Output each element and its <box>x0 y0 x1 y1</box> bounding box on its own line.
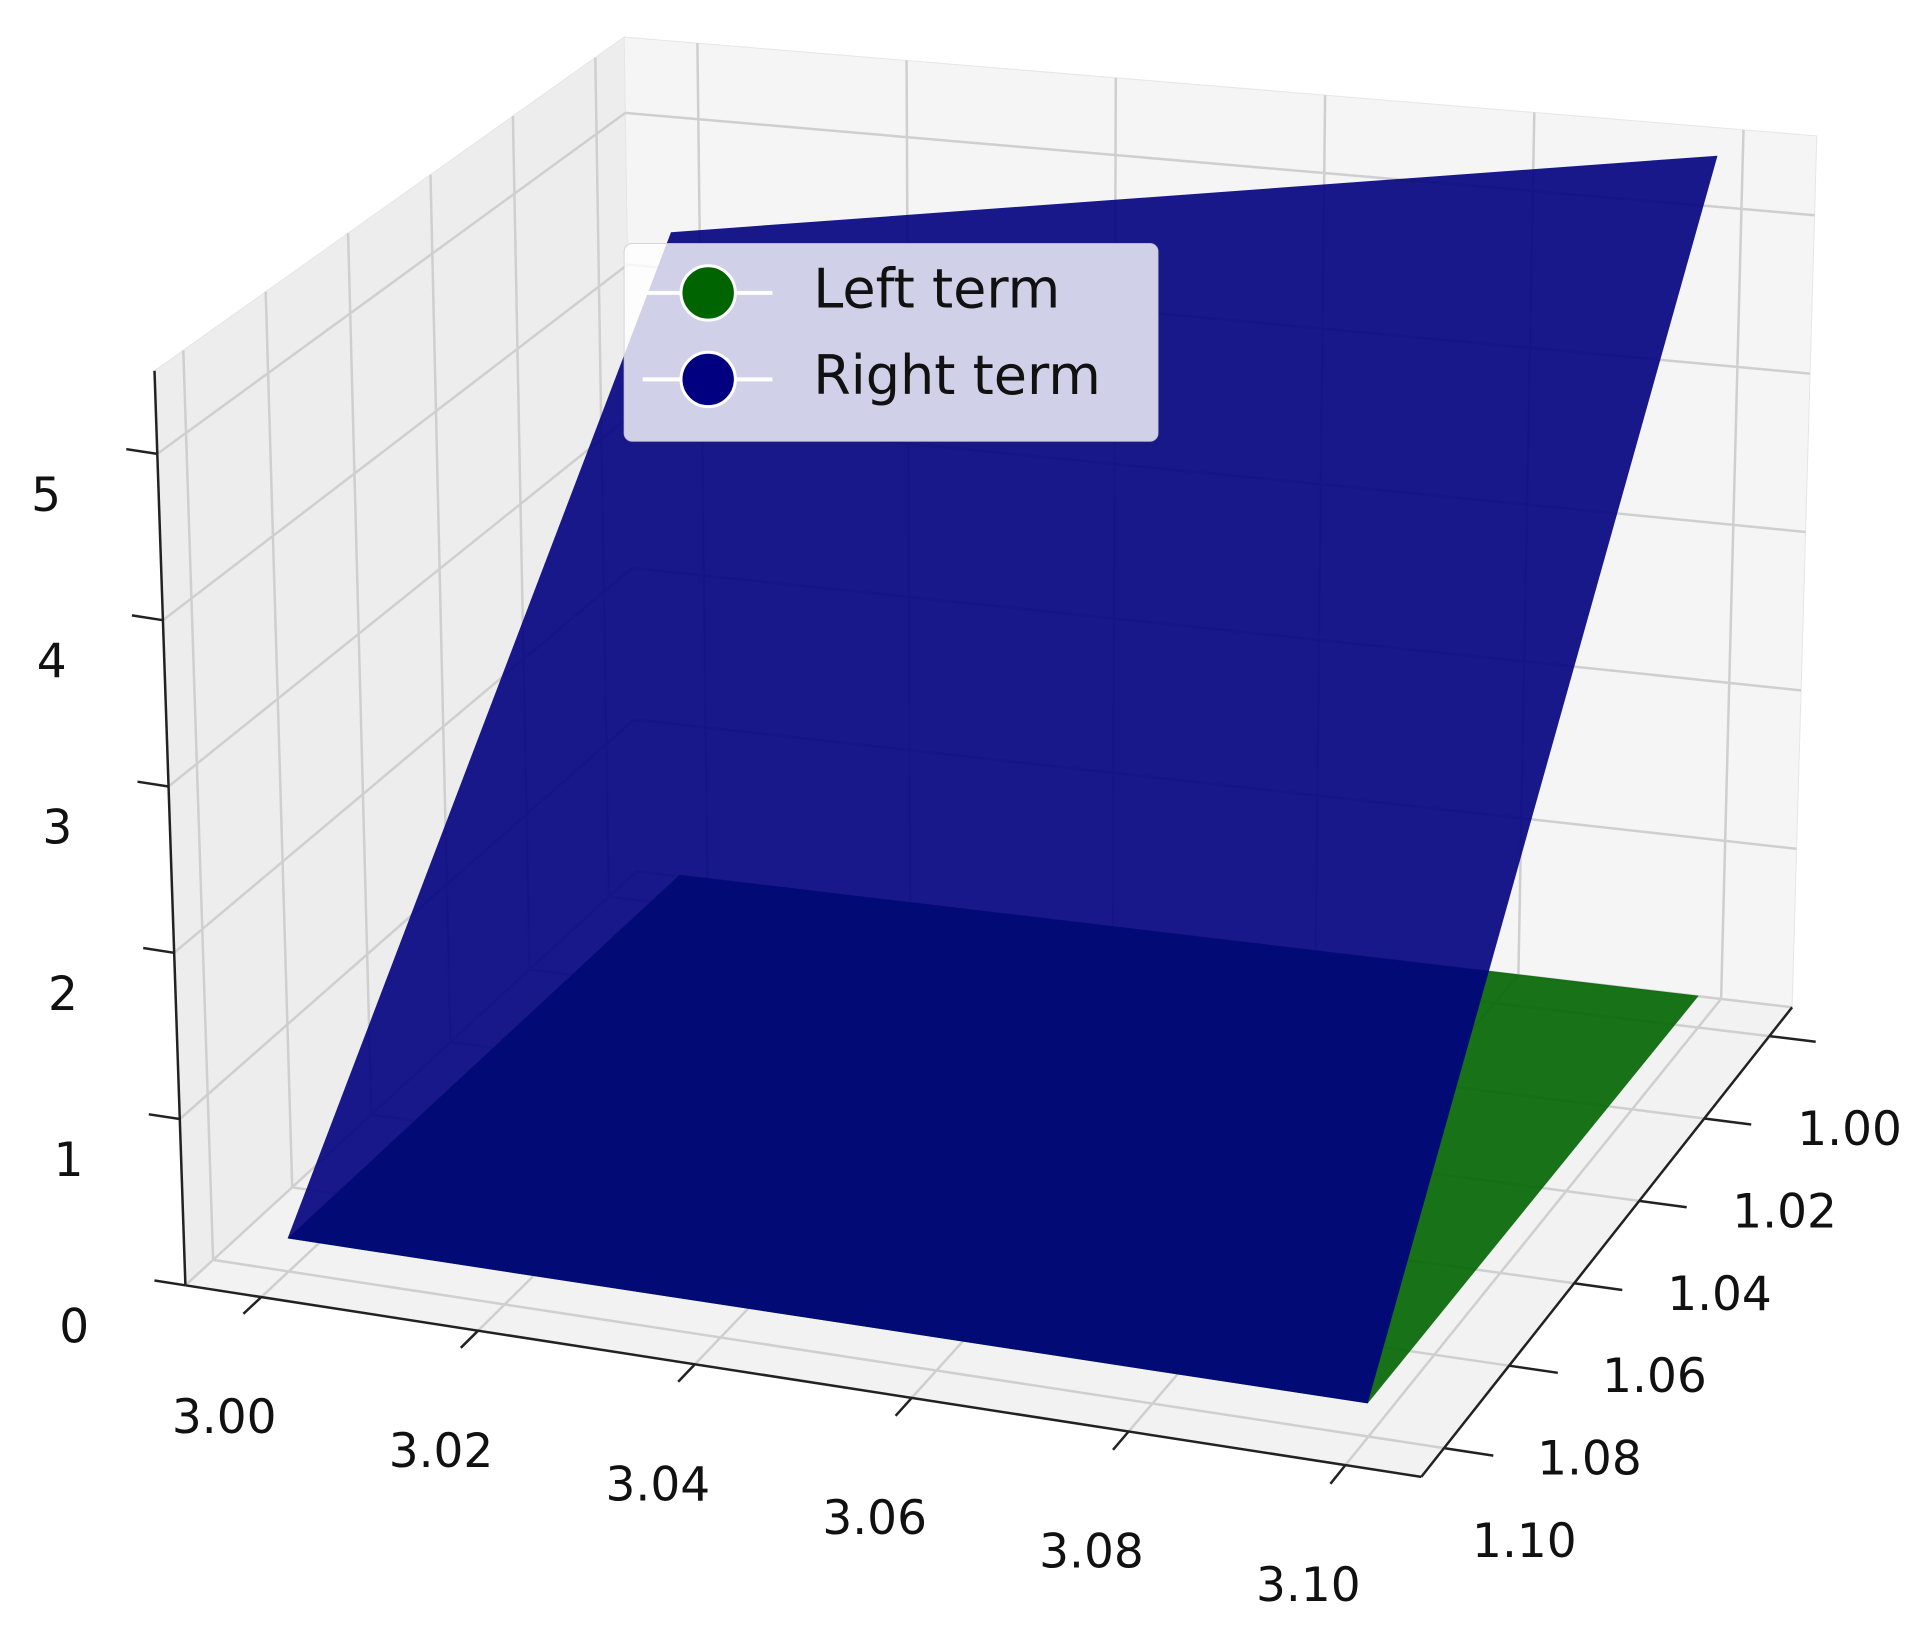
x-tick-label: 3.02 <box>389 1424 494 1479</box>
x-tick <box>677 1363 696 1383</box>
z-tick <box>131 614 164 622</box>
grid-line <box>182 350 215 1260</box>
x-tick-label: 3.00 <box>172 1390 277 1445</box>
grid-line <box>167 415 631 788</box>
y-tick-label: 1.10 <box>1472 1514 1577 1569</box>
x-tick <box>894 1397 913 1417</box>
grid-line <box>264 291 294 1188</box>
y-tick <box>1704 1117 1752 1126</box>
grid-line <box>156 111 627 455</box>
z-tick <box>126 447 158 456</box>
x-tick-label: 3.08 <box>1039 1525 1144 1580</box>
z-tick-label: 0 <box>59 1299 89 1354</box>
grid-line <box>1344 998 1723 1466</box>
y-tick-label: 1.06 <box>1602 1349 1707 1404</box>
x-tick-label: 3.06 <box>822 1491 927 1546</box>
grid-line <box>346 233 373 1115</box>
y-axis-line <box>1420 1006 1794 1478</box>
y-tick-label: 1.00 <box>1797 1102 1902 1157</box>
legend: Left term Right term <box>623 242 1159 442</box>
grid-line <box>162 263 629 622</box>
z-tick-label: 5 <box>31 468 61 523</box>
y-tick-label: 1.02 <box>1732 1184 1837 1239</box>
x-tick <box>459 1329 479 1349</box>
grid-line <box>1719 129 1745 999</box>
z-axis-line <box>153 370 187 1286</box>
z-tick-label: 4 <box>37 634 67 689</box>
y-tick-label: 1.08 <box>1537 1432 1642 1487</box>
y-tick <box>1769 1034 1816 1043</box>
y-tick <box>1508 1364 1558 1375</box>
z-tick-label: 2 <box>48 967 78 1022</box>
y-tick <box>1573 1282 1623 1292</box>
x-tick <box>1329 1464 1347 1485</box>
legend-label: Right term <box>813 344 1101 407</box>
axes: 3.00 3.02 3.04 3.06 3.08 3.10 1.00 1.02 1.04 1.06… <box>31 370 1902 1613</box>
y-tick <box>1443 1446 1494 1457</box>
z-tick <box>137 780 169 788</box>
legend-label: Left term <box>813 258 1060 321</box>
x-axis-line <box>185 1284 1422 1479</box>
legend-marker <box>679 264 737 322</box>
surfaces <box>287 155 1718 1404</box>
y-tick-label: 1.04 <box>1667 1267 1772 1322</box>
grid-line <box>212 1258 1445 1450</box>
x-tick <box>242 1296 263 1315</box>
z-tick <box>148 1113 180 1121</box>
z-tick-label: 3 <box>42 800 72 855</box>
surface-patch <box>287 155 1718 1404</box>
legend-marker <box>679 350 737 409</box>
x-tick-label: 3.04 <box>606 1457 711 1512</box>
z-tick <box>143 946 175 955</box>
x-tick <box>1112 1430 1130 1451</box>
z-tick-label: 1 <box>54 1133 84 1188</box>
y-tick <box>1639 1199 1687 1209</box>
x-tick-label: 3.10 <box>1256 1558 1361 1613</box>
z-tick <box>154 1279 186 1287</box>
